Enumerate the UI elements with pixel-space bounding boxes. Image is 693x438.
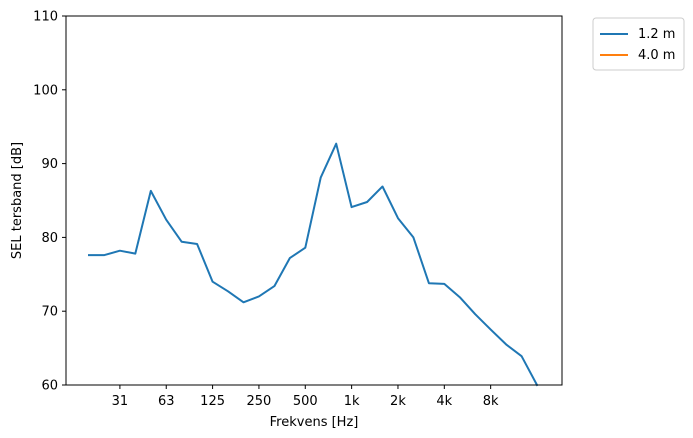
y-axis-label: SEL tersband [dB] (10, 142, 25, 259)
x-tick-label: 250 (247, 394, 272, 409)
series-layer (88, 142, 539, 387)
plot-frame (65, 15, 563, 386)
y-tick-label: 100 (33, 83, 58, 98)
y-tick-label: 60 (41, 379, 58, 394)
series-line-1 (88, 142, 539, 387)
x-tick-label: 4k (436, 394, 452, 409)
x-tick-label: 1k (344, 394, 360, 409)
x-tick-label: 8k (483, 394, 499, 409)
y-tick-label: 70 (41, 305, 58, 320)
x-axis: 31 63 125 250 500 1k 2k 4k 8k (112, 385, 499, 409)
legend: 1.2 m 4.0 m (592, 17, 685, 71)
legend-label-series-2: 4.0 m (638, 48, 675, 63)
y-tick-label: 80 (41, 231, 58, 246)
y-tick-label: 90 (41, 157, 58, 172)
legend-label-series-1: 1.2 m (638, 27, 675, 42)
x-axis-label: Frekvens [Hz] (270, 415, 359, 430)
x-tick-label: 63 (158, 394, 175, 409)
legend-box (592, 17, 685, 71)
x-tick-label: 125 (200, 394, 225, 409)
x-tick-label: 31 (112, 394, 129, 409)
y-tick-label: 110 (33, 10, 58, 25)
x-tick-label: 2k (390, 394, 406, 409)
y-axis: 60 70 80 90 100 110 (33, 10, 66, 394)
x-tick-label: 500 (293, 394, 318, 409)
plot-area (66, 16, 562, 385)
